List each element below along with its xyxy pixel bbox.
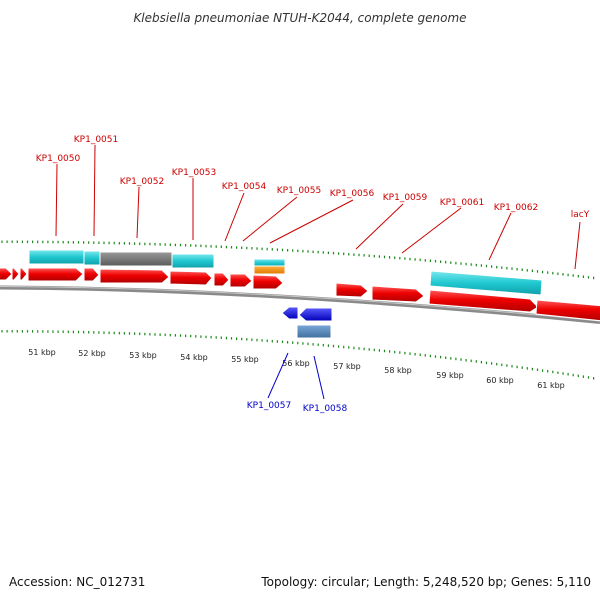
gene-label-kp1-0054[interactable]: KP1_0054 bbox=[222, 182, 267, 192]
gene-label-kp1-0062[interactable]: KP1_0062 bbox=[494, 203, 538, 213]
kbp-label: 53 kbp bbox=[129, 351, 157, 360]
orange-feature bbox=[253, 265, 286, 275]
gene-arrow-reverse[interactable] bbox=[281, 306, 299, 320]
map-title: Klebsiella pneumoniae NTUH-K2044, comple… bbox=[133, 11, 466, 25]
grey-feature bbox=[99, 251, 173, 267]
kbp-label: 52 kbp bbox=[78, 349, 106, 358]
top-tick-track bbox=[1, 240, 595, 280]
accession-text: Accession: NC_012731 bbox=[9, 575, 145, 589]
cds-feature-2 bbox=[83, 250, 101, 266]
gene-arrow[interactable] bbox=[99, 268, 170, 284]
forward-gene-labels: KP1_0050 KP1_0051 KP1_0052 KP1_0053 KP1_… bbox=[36, 135, 590, 270]
feature-track bbox=[28, 249, 543, 339]
leader-line bbox=[401, 207, 462, 254]
gene-arrow[interactable] bbox=[0, 267, 13, 281]
gene-arrow[interactable] bbox=[428, 289, 539, 313]
kbp-label: 54 kbp bbox=[180, 353, 208, 362]
kbp-label: 56 kbp bbox=[282, 359, 310, 368]
leader-line bbox=[55, 163, 58, 237]
kbp-label: 61 kbp bbox=[537, 381, 565, 390]
leader-line bbox=[355, 203, 404, 250]
leader-line bbox=[93, 144, 96, 237]
leader-line bbox=[136, 186, 140, 239]
cds-feature-1 bbox=[28, 249, 85, 265]
reverse-gene-labels: KP1_0057 KP1_0058 bbox=[247, 352, 348, 414]
topology-text: Topology: circular; Length: 5,248,520 bp… bbox=[260, 575, 591, 589]
kbp-label: 59 kbp bbox=[436, 371, 464, 380]
gene-label-lacy[interactable]: lacY bbox=[571, 210, 590, 220]
gene-label-kp1-0050[interactable]: KP1_0050 bbox=[36, 154, 81, 164]
gene-label-kp1-0052[interactable]: KP1_0052 bbox=[120, 177, 164, 187]
gene-label-kp1-0059[interactable]: KP1_0059 bbox=[383, 193, 428, 203]
genome-backbone bbox=[0, 285, 600, 324]
gene-label-kp1-0061[interactable]: KP1_0061 bbox=[440, 198, 484, 208]
gene-arrow[interactable] bbox=[335, 282, 369, 298]
leader-line bbox=[242, 196, 298, 242]
gene-arrow[interactable] bbox=[371, 285, 425, 303]
gene-arrow[interactable] bbox=[252, 274, 284, 290]
leader-line bbox=[269, 199, 354, 244]
leader-line bbox=[267, 352, 289, 399]
kbp-label: 58 kbp bbox=[384, 366, 412, 375]
forward-gene-track bbox=[0, 267, 600, 322]
gene-arrow[interactable] bbox=[213, 272, 230, 287]
cds-feature-3 bbox=[171, 253, 215, 269]
kbp-label: 60 kbp bbox=[486, 376, 514, 385]
gene-arrow[interactable] bbox=[229, 273, 253, 288]
kbp-label: 57 kbp bbox=[333, 362, 361, 371]
cds-feature-5 bbox=[429, 270, 543, 296]
kbp-label: 51 kbp bbox=[28, 348, 56, 357]
gene-arrow[interactable] bbox=[27, 267, 84, 282]
bottom-tick-track bbox=[1, 330, 595, 380]
gene-arrow[interactable] bbox=[11, 267, 20, 281]
gene-arrow[interactable] bbox=[535, 299, 600, 322]
leader-line bbox=[574, 221, 581, 270]
leader-line bbox=[488, 212, 512, 261]
gene-arrow-reverse[interactable] bbox=[298, 307, 333, 322]
leader-line bbox=[313, 355, 325, 400]
kbp-label: 55 kbp bbox=[231, 355, 259, 364]
gene-label-kp1-0058[interactable]: KP1_0058 bbox=[303, 404, 348, 414]
gene-label-kp1-0055[interactable]: KP1_0055 bbox=[277, 186, 321, 196]
steel-feature bbox=[296, 324, 332, 339]
gene-label-kp1-0053[interactable]: KP1_0053 bbox=[172, 168, 216, 178]
kbp-scale-labels: 51 kbp 52 kbp 53 kbp 54 kbp 55 kbp 56 kb… bbox=[28, 348, 565, 390]
reverse-gene-track bbox=[281, 306, 333, 322]
gene-arrow[interactable] bbox=[19, 267, 28, 281]
genome-backbone-highlight bbox=[0, 286, 600, 322]
leader-line bbox=[224, 192, 245, 242]
gene-label-kp1-0057[interactable]: KP1_0057 bbox=[247, 401, 291, 411]
gene-arrow[interactable] bbox=[169, 270, 213, 286]
gene-label-kp1-0051[interactable]: KP1_0051 bbox=[74, 135, 118, 145]
gene-arrow[interactable] bbox=[83, 267, 100, 282]
gene-label-kp1-0056[interactable]: KP1_0056 bbox=[330, 189, 375, 199]
